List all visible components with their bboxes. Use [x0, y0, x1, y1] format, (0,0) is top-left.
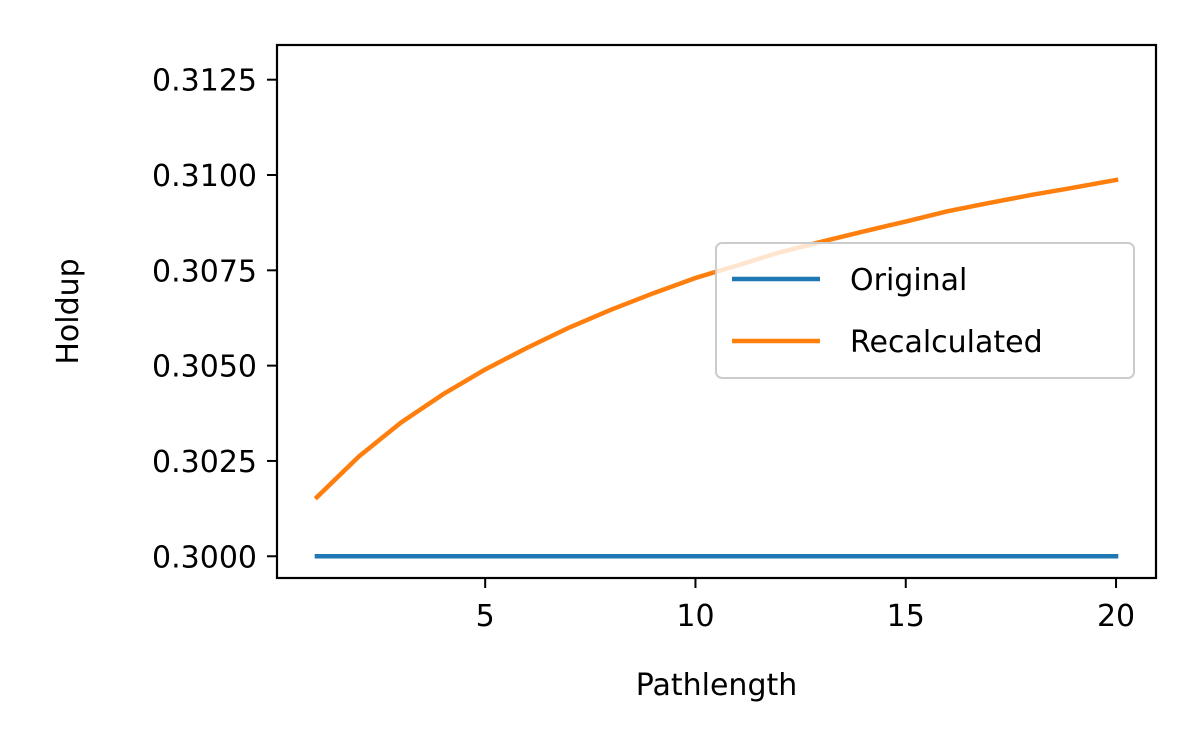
- y-axis: 0.3000 0.3025 0.3050 0.3075 0.3100 0.3125: [152, 64, 277, 575]
- legend-label: Recalculated: [850, 325, 1043, 360]
- y-tick-label: 0.3025: [152, 445, 257, 480]
- legend-box: [715, 242, 1135, 379]
- plot-frame: [275, 43, 1158, 580]
- x-axis: 5 10 15 20: [476, 578, 1135, 634]
- y-tick-label: 0.3125: [152, 64, 257, 99]
- y-tick-label: 0.3075: [152, 254, 257, 289]
- legend-label: Original: [850, 263, 967, 298]
- legend: Original Recalculated: [715, 242, 1135, 379]
- x-tick-label: 20: [1097, 599, 1135, 634]
- x-tick-label: 10: [676, 599, 714, 634]
- x-axis-title: Pathlength: [636, 668, 798, 703]
- y-tick-label: 0.3000: [152, 540, 257, 575]
- y-tick-label: 0.3050: [152, 350, 257, 385]
- x-tick-label: 15: [887, 599, 925, 634]
- y-axis-title: Holdup: [51, 258, 86, 364]
- x-tick-label: 5: [476, 599, 495, 634]
- y-tick-label: 0.3100: [152, 159, 257, 194]
